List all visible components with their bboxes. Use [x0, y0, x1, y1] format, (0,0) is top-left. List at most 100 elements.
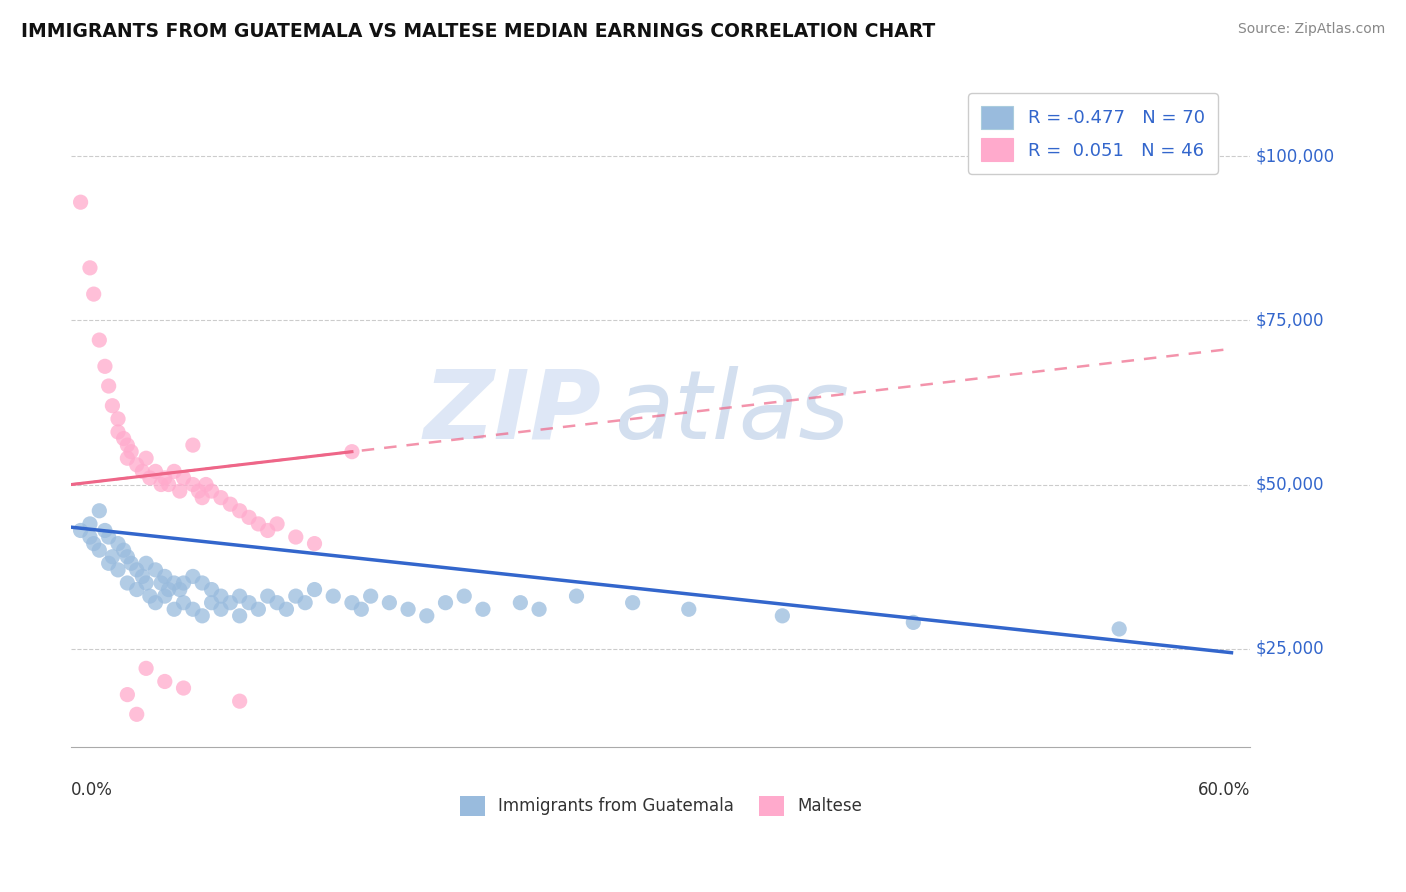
Point [125, 707, 148, 722]
Point [238, 510, 260, 524]
Point [276, 602, 298, 616]
Point [145, 464, 167, 478]
Point [89, 504, 111, 518]
Point [360, 589, 382, 603]
Point [350, 602, 373, 616]
Point [228, 504, 250, 518]
Point [200, 484, 222, 499]
Point [107, 425, 129, 439]
Point [200, 582, 222, 597]
Text: Source: ZipAtlas.com: Source: ZipAtlas.com [1237, 22, 1385, 37]
Point [322, 589, 344, 603]
Point [101, 399, 124, 413]
Point [256, 524, 278, 538]
Point [131, 464, 153, 478]
Point [219, 596, 242, 610]
Point [125, 582, 148, 597]
Point [83, 536, 105, 550]
Point [120, 557, 142, 571]
Point [79, 260, 101, 275]
Point [112, 432, 135, 446]
Point [173, 471, 195, 485]
Point [94, 524, 117, 538]
Point [89, 333, 111, 347]
Point [153, 674, 176, 689]
Point [107, 536, 129, 550]
Point [434, 596, 457, 610]
Point [173, 576, 195, 591]
Point [770, 608, 793, 623]
Point [125, 563, 148, 577]
Point [117, 451, 139, 466]
Point [150, 576, 173, 591]
Point [157, 477, 180, 491]
Point [97, 557, 120, 571]
Text: $100,000: $100,000 [1256, 147, 1336, 165]
Point [565, 589, 588, 603]
Point [238, 596, 260, 610]
Point [117, 438, 139, 452]
Point [621, 596, 644, 610]
Point [79, 516, 101, 531]
Text: 0.0%: 0.0% [72, 780, 112, 798]
Point [396, 602, 419, 616]
Point [219, 497, 242, 511]
Point [97, 530, 120, 544]
Point [79, 530, 101, 544]
Point [294, 596, 316, 610]
Point [150, 477, 173, 491]
Point [416, 608, 439, 623]
Point [89, 543, 111, 558]
Point [83, 287, 105, 301]
Point [509, 596, 531, 610]
Point [304, 582, 326, 597]
Point [97, 379, 120, 393]
Point [191, 491, 214, 505]
Point [69, 524, 91, 538]
Point [139, 589, 162, 603]
Point [117, 576, 139, 591]
Point [125, 458, 148, 472]
Point [453, 589, 475, 603]
Point [107, 563, 129, 577]
Text: $25,000: $25,000 [1256, 640, 1324, 657]
Text: ZIP: ZIP [423, 366, 602, 458]
Point [1108, 622, 1130, 636]
Point [153, 569, 176, 583]
Point [163, 464, 186, 478]
Point [135, 661, 157, 675]
Point [340, 596, 363, 610]
Point [340, 444, 363, 458]
Point [117, 688, 139, 702]
Point [191, 608, 214, 623]
Point [131, 569, 153, 583]
Point [120, 444, 142, 458]
Point [181, 602, 204, 616]
Point [247, 602, 270, 616]
Point [304, 536, 326, 550]
Point [145, 596, 167, 610]
Legend: Immigrants from Guatemala, Maltese: Immigrants from Guatemala, Maltese [453, 789, 869, 822]
Point [471, 602, 494, 616]
Point [247, 516, 270, 531]
Point [194, 477, 217, 491]
Point [163, 602, 186, 616]
Point [173, 596, 195, 610]
Point [228, 608, 250, 623]
Point [678, 602, 700, 616]
Point [256, 589, 278, 603]
Point [94, 359, 117, 374]
Text: IMMIGRANTS FROM GUATEMALA VS MALTESE MEDIAN EARNINGS CORRELATION CHART: IMMIGRANTS FROM GUATEMALA VS MALTESE MED… [21, 22, 935, 41]
Point [266, 516, 288, 531]
Point [117, 549, 139, 564]
Text: $50,000: $50,000 [1256, 475, 1324, 493]
Point [169, 582, 191, 597]
Point [266, 596, 288, 610]
Point [181, 477, 204, 491]
Text: $75,000: $75,000 [1256, 311, 1324, 329]
Point [527, 602, 550, 616]
Point [135, 557, 157, 571]
Point [181, 438, 204, 452]
Point [200, 596, 222, 610]
Point [145, 563, 167, 577]
